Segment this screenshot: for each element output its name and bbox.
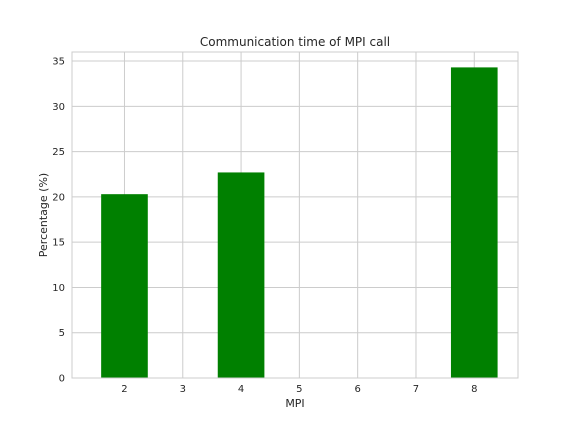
y-tick-label: 0 <box>59 374 65 385</box>
y-tick-label: 35 <box>52 57 65 68</box>
x-tick-label: 7 <box>413 384 419 395</box>
chart-title: Communication time of MPI call <box>200 35 390 49</box>
x-tick-label: 3 <box>180 384 186 395</box>
x-tick-label: 8 <box>471 384 477 395</box>
x-tick-label: 5 <box>296 384 302 395</box>
y-tick-label: 15 <box>52 238 65 249</box>
bar-mpi-4 <box>218 172 265 378</box>
y-tick-label: 20 <box>52 192 65 203</box>
bar-mpi-2 <box>101 194 148 378</box>
y-axis-label: Percentage (%) <box>37 173 50 257</box>
y-tick-label: 30 <box>52 102 65 113</box>
y-tick-label: 5 <box>59 328 65 339</box>
x-tick-label: 6 <box>354 384 360 395</box>
x-axis-label: MPI <box>285 397 304 410</box>
x-tick-label: 2 <box>121 384 127 395</box>
y-tick-label: 25 <box>52 147 65 158</box>
x-tick-label: 4 <box>238 384 244 395</box>
y-tick-label: 10 <box>52 283 65 294</box>
bar-mpi-8 <box>451 67 498 378</box>
y-tick-labels: 0 5 10 15 20 25 30 35 <box>52 57 65 385</box>
x-tick-labels: 2 3 4 5 6 7 8 <box>121 384 477 395</box>
